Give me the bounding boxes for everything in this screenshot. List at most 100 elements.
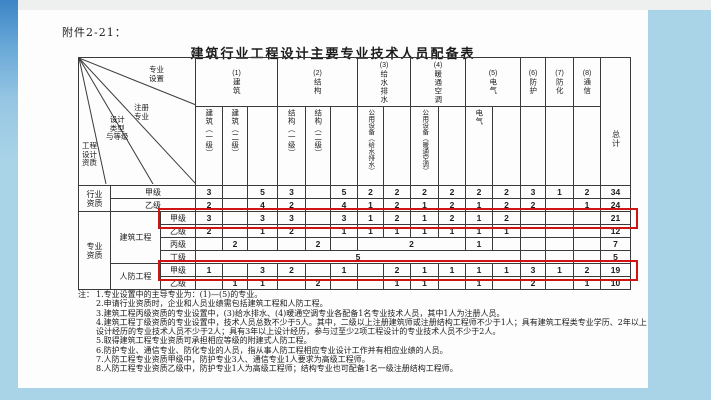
data-cell: 5 xyxy=(195,250,522,264)
staffing-table: 专业 设置 注册 专业 设计 类型 与等级 工程 设计 资质 (1) 建筑 (2… xyxy=(77,57,632,290)
data-cell: 1 xyxy=(330,263,359,277)
data-cell: 2 xyxy=(277,263,307,277)
data-cell: 2 xyxy=(492,185,522,199)
data-cell xyxy=(492,237,522,251)
data-cell: 1 xyxy=(383,224,412,238)
data-cell: 2 xyxy=(573,263,602,277)
data-cell: 24 xyxy=(600,198,632,212)
subheader-arch-level2: 建筑（二级） xyxy=(222,106,249,186)
data-cell: 2 xyxy=(520,198,547,212)
data-cell: 3 xyxy=(330,211,359,225)
staffing-table-grid: 专业 设置 注册 专业 设计 类型 与等级 工程 设计 资质 (1) 建筑 (2… xyxy=(77,57,632,290)
grade-label: 乙级 xyxy=(109,198,197,212)
group-header-hvac: (4) 暖通空调 xyxy=(410,57,467,107)
data-cell: 2 xyxy=(195,198,224,212)
grade-label: 甲级 xyxy=(159,263,197,277)
corner-label-specialty-setup: 专业 设置 xyxy=(149,65,164,83)
grade-label: 乙级 xyxy=(159,276,197,290)
data-cell: 2 xyxy=(222,237,249,251)
corner-label-design-type-grade: 设计 类型 与等级 xyxy=(106,115,129,141)
data-cell: 1 xyxy=(330,224,359,238)
table-row: 乙级 2 4 2 4 1 2 1 2 1 2 2 1 24 xyxy=(79,198,632,212)
data-cell xyxy=(520,250,547,264)
note-item: 3.建筑工程丙级资质的专业设置中，(3)给水排水、(4)暖通空调专业各配备1名专… xyxy=(96,308,505,318)
grade-label: 甲级 xyxy=(159,211,197,225)
data-cell: 5 xyxy=(247,185,279,199)
data-cell: 2 xyxy=(357,185,385,199)
data-cell: 2 xyxy=(305,237,332,251)
data-cell: 2 xyxy=(383,211,412,225)
data-cell: 12 xyxy=(600,224,632,238)
data-cell: 1 xyxy=(492,224,522,238)
data-cell xyxy=(545,276,575,290)
data-cell xyxy=(520,224,547,238)
subheader-blank xyxy=(545,106,575,186)
data-cell: 3 xyxy=(195,211,224,225)
notes-section: 注： 1.专业设置中的主导专业为：(1)—(5)的专业。 2.申请行业资质时，企… xyxy=(78,290,652,374)
subheader-public-equipment-water: 公用设备（给水排水） xyxy=(357,106,385,186)
data-cell xyxy=(573,250,602,264)
data-cell xyxy=(545,224,575,238)
data-cell: 2 xyxy=(492,198,522,212)
subheader-blank xyxy=(247,106,279,186)
data-cell: 1 xyxy=(222,276,249,290)
data-cell: 1 xyxy=(357,224,385,238)
rowgroup-civil-defense-engineering: 人防工程 xyxy=(110,263,161,290)
subheader-electrical: 电气 xyxy=(465,106,494,186)
data-cell: 19 xyxy=(600,263,632,277)
data-cell: 3 xyxy=(277,185,307,199)
column-header-total: 总计 xyxy=(600,57,632,186)
group-header-structure: (2) 结构 xyxy=(277,57,359,107)
table-row: 乙级 1 1 2 1 1 1 2 1 10 xyxy=(79,276,632,290)
data-cell: 4 xyxy=(247,198,279,212)
data-cell: 1 xyxy=(573,198,602,212)
data-cell: 1 xyxy=(545,185,575,199)
data-cell: 1 xyxy=(357,211,385,225)
diagonal-lines xyxy=(79,58,195,184)
note-item: 2.申请行业资质时，企业和人员业绩需包括建筑工程和人防工程。 xyxy=(96,299,328,309)
subheader-public-equipment-hvac: 公用设备（暖通空调） xyxy=(410,106,440,186)
data-cell: 1 xyxy=(357,198,385,212)
data-cell xyxy=(573,211,602,225)
group-header-electrical: (5) 电气 xyxy=(465,57,522,107)
data-cell: 4 xyxy=(330,198,359,212)
data-cell: 1 xyxy=(410,198,440,212)
data-cell: 2 xyxy=(383,263,412,277)
diagonal-header-cell: 专业 设置 注册 专业 设计 类型 与等级 工程 设计 资质 xyxy=(77,57,197,186)
table-row: 人防工程 甲级 1 3 2 1 2 1 1 1 1 3 1 2 19 xyxy=(79,263,632,290)
data-cell: 1 xyxy=(410,276,440,290)
data-cell xyxy=(277,237,307,251)
attachment-label: 附件2-21： xyxy=(62,26,127,39)
data-cell xyxy=(222,224,249,238)
data-cell: 2 xyxy=(383,198,412,212)
data-cell xyxy=(330,237,359,251)
table-row: 专业 资质 建筑工程 甲级 3 3 3 3 1 2 1 2 1 2 21 xyxy=(78,211,632,290)
note-item: 7.人防工程专业资质甲级中，防护专业3人、通信专业1人要求为高级工程师。 xyxy=(96,355,370,365)
note-item: 1.专业设置中的主导专业为：(1)—(5)的专业。 xyxy=(96,290,263,299)
table-row: 乙级 2 1 2 1 1 1 1 1 1 1 12 xyxy=(79,224,632,238)
data-cell: 5 xyxy=(600,250,632,264)
data-cell: 5 xyxy=(330,185,359,199)
corner-label-engineering-design-qualification: 工程 设计 资质 xyxy=(82,141,97,167)
data-cell: 2 xyxy=(438,185,467,199)
data-cell: 1 xyxy=(410,211,440,225)
data-cell: 3 xyxy=(520,185,547,199)
data-cell: 34 xyxy=(600,185,632,199)
grade-label: 甲级 xyxy=(109,185,197,199)
data-cell: 1 xyxy=(195,263,224,277)
data-cell: 1 xyxy=(545,263,575,277)
data-cell xyxy=(305,224,332,238)
data-cell xyxy=(545,237,575,251)
rowgroup-industry-qualification: 行业 资质 xyxy=(78,185,111,212)
data-cell: 7 xyxy=(600,237,632,251)
data-cell: 1 xyxy=(438,263,467,277)
data-cell xyxy=(305,198,332,212)
data-cell: 1 xyxy=(465,263,494,277)
data-cell: 1 xyxy=(410,263,440,277)
data-cell: 2 xyxy=(520,276,547,290)
note-item: 4.建筑工程丁级资质的专业设置中，技术人员总数不少于5人。其中，二级以上注册建筑… xyxy=(96,317,647,337)
note-item: 8.人防工程专业资质乙级中，防护专业1人为高级工程师；结构专业也可配备1名一级注… xyxy=(96,364,458,374)
data-cell: 1 xyxy=(247,224,279,238)
data-cell xyxy=(545,211,575,225)
